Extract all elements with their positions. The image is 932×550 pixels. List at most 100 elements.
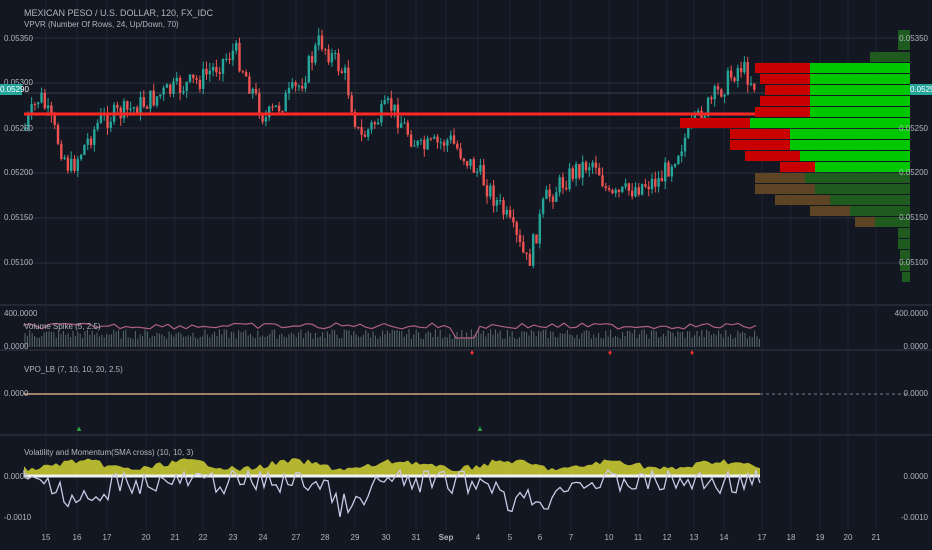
x-tick-19: 11: [633, 533, 643, 542]
candle-body: [515, 222, 518, 235]
vp-up-bar: [790, 129, 910, 139]
candle-body: [508, 209, 512, 218]
candle-body: [571, 168, 574, 179]
vp-down-bar: [760, 74, 810, 84]
candle-body: [241, 71, 244, 73]
vp-down-bar-dim: [810, 206, 850, 216]
x-tick-20: 12: [662, 533, 672, 542]
candle-body: [350, 95, 353, 113]
candle-body: [317, 35, 320, 46]
y-tick-right-2: 0.05250: [899, 124, 928, 133]
candle-body: [330, 53, 334, 63]
candle-body: [73, 158, 76, 171]
candle-body: [93, 129, 96, 146]
vp-up-bar: [810, 96, 910, 106]
candle-body: [244, 72, 248, 77]
candle-body: [561, 177, 565, 188]
candle-body: [46, 105, 50, 109]
candle-body: [70, 158, 73, 171]
candle-body: [541, 198, 545, 214]
candle-body: [307, 56, 310, 83]
candle-body: [743, 62, 746, 73]
pane1-y-bottom-right: 0.0000: [903, 342, 928, 351]
vp-up-bar: [790, 140, 910, 150]
candle-body: [122, 101, 126, 119]
x-tick-11: 30: [381, 533, 391, 542]
candle-body: [284, 93, 287, 112]
x-tick-26: 20: [843, 533, 853, 542]
candle-body: [499, 200, 502, 202]
pane2-y-mid: 0.0000: [4, 389, 29, 398]
vp-up-bar: [810, 63, 910, 73]
pane1-y-top: 400.0000: [4, 309, 38, 318]
candle-body: [548, 189, 551, 197]
vp-up-bar-dim: [900, 250, 910, 260]
candle-body: [221, 58, 225, 74]
x-tick-24: 18: [786, 533, 796, 542]
x-tick-25: 19: [815, 533, 825, 542]
candle-body: [416, 140, 419, 146]
candle-body: [429, 138, 433, 140]
candle-body: [30, 104, 33, 115]
candle-body: [376, 122, 380, 125]
x-tick-10: 29: [350, 533, 360, 542]
candle-body: [479, 165, 482, 172]
candle-body: [188, 74, 192, 82]
vp-down-bar: [760, 96, 810, 106]
x-tick-3: 20: [141, 533, 151, 542]
candle-body: [492, 185, 495, 206]
candle-body: [155, 96, 159, 106]
candle-body: [86, 138, 89, 145]
candle-body: [614, 189, 617, 194]
candle-body: [89, 138, 93, 146]
candle-body: [248, 76, 251, 94]
candle-body: [310, 56, 314, 63]
candle-body: [83, 144, 86, 155]
candle-body: [43, 92, 46, 109]
candle-body: [650, 178, 654, 190]
candle-body: [568, 168, 571, 190]
candle-body: [723, 94, 726, 97]
candle-body: [195, 78, 198, 80]
vp-up-bar: [810, 85, 910, 95]
candle-body: [314, 45, 317, 63]
candle-body: [452, 135, 456, 144]
vp-up-bar-dim: [900, 261, 910, 271]
candle-body: [37, 102, 40, 105]
vp-down-bar-dim: [755, 173, 805, 183]
x-tick-5: 22: [198, 533, 208, 542]
candle-body: [33, 104, 37, 106]
candle-body: [162, 87, 165, 95]
candle-body: [617, 189, 621, 192]
candle-body: [710, 97, 713, 100]
candle-body: [393, 104, 396, 111]
vp-up-bar-dim: [815, 184, 910, 194]
vp-down-bar: [780, 162, 815, 172]
candle-body: [604, 186, 607, 189]
candle-body: [482, 165, 485, 186]
candle-body: [426, 138, 429, 150]
candle-body: [670, 166, 673, 177]
candle-body: [132, 107, 136, 109]
candle-body: [657, 178, 660, 187]
x-tick-17: 7: [568, 533, 574, 542]
candle-body: [198, 79, 202, 89]
candle-body: [274, 105, 277, 108]
x-tick-23: 17: [757, 533, 767, 542]
candle-body: [149, 90, 152, 109]
vp-up-bar-dim: [898, 228, 910, 238]
candle-body: [386, 98, 390, 101]
candle-body: [733, 77, 736, 82]
candle-body: [449, 135, 452, 141]
y-tick-right-4: 0.05150: [899, 213, 928, 222]
candle-body: [235, 42, 238, 51]
candle-body: [211, 66, 215, 71]
candle-body: [466, 161, 469, 166]
candle-body: [178, 77, 182, 93]
candle-body: [343, 67, 347, 73]
vpo-marker: ♦: [608, 348, 612, 357]
x-tick-16: 6: [537, 533, 543, 542]
candle-body: [396, 104, 400, 128]
